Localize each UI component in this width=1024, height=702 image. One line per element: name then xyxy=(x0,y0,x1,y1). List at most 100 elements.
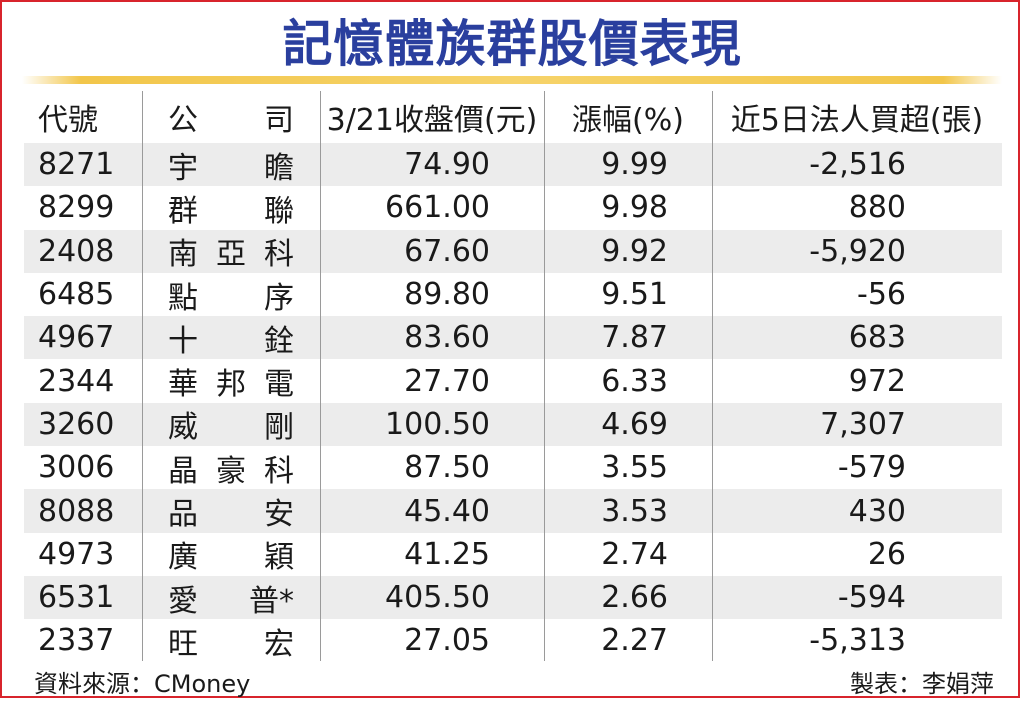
company-name-char: 群 xyxy=(168,193,198,229)
table-row: 8088 品安 45.40 3.53 430 xyxy=(24,489,1002,533)
close-price: 74.90 xyxy=(404,147,490,183)
company-name-char: 愛 xyxy=(168,583,198,619)
company-name-char: 邦 xyxy=(216,367,246,403)
company-name-char: 剛 xyxy=(264,410,294,446)
company-name: 愛 普* xyxy=(142,576,320,619)
company-name: 群聯 xyxy=(142,186,320,229)
close-price: 89.80 xyxy=(404,277,490,313)
close-price: 87.50 xyxy=(404,450,490,486)
change-percent: 3.53 xyxy=(601,493,668,529)
close-price: 67.60 xyxy=(404,233,490,269)
stock-code: 3006 xyxy=(38,450,115,486)
company-name-char: 科 xyxy=(264,237,294,273)
change-percent: 9.98 xyxy=(601,190,668,226)
change-percent: 3.55 xyxy=(601,450,668,486)
table-row: 4967 十銓 83.60 7.87 683 xyxy=(24,316,1002,360)
header-code: 代號 xyxy=(38,103,98,138)
table-row: 8271 宇瞻 74.90 9.99 -2,516 xyxy=(24,143,1002,187)
close-price: 27.05 xyxy=(404,623,490,659)
company-name-char: 安 xyxy=(264,497,294,533)
stock-code: 8299 xyxy=(38,190,115,226)
company-name: 華邦電 xyxy=(142,359,320,402)
change-percent: 7.87 xyxy=(601,320,668,356)
company-name-char: 豪 xyxy=(216,453,246,489)
company-name: 威剛 xyxy=(142,403,320,446)
company-name-char: 旺 xyxy=(168,626,198,662)
company-name-char: 十 xyxy=(168,323,198,359)
net-buy: 26 xyxy=(867,536,906,572)
header-company: 公 司 xyxy=(142,91,320,143)
net-buy: 683 xyxy=(848,320,906,356)
table-row: 2337 旺宏 27.05 2.27 -5,313 xyxy=(24,619,1002,662)
close-price: 405.50 xyxy=(385,580,490,616)
stock-code: 8271 xyxy=(38,147,115,183)
net-buy: -5,920 xyxy=(809,233,906,269)
net-buy: -579 xyxy=(837,450,906,486)
header-company-b: 司 xyxy=(264,103,294,138)
header-price: 3/21收盤價(元) xyxy=(326,103,538,138)
author-note: 製表：李娟萍 xyxy=(850,670,994,698)
change-percent: 2.27 xyxy=(601,623,668,659)
table-header: 代號 公 司 3/21收盤價(元) 漲幅(%) 近5日法人買超(張) xyxy=(24,91,1002,143)
company-name: 晶豪科 xyxy=(142,446,320,489)
company-name-char: 點 xyxy=(168,280,198,316)
table-row: 2344 華邦電 27.70 6.33 972 xyxy=(24,359,1002,403)
table-row: 3260 威剛 100.50 4.69 7,307 xyxy=(24,402,1002,447)
company-name-char: 聯 xyxy=(264,193,294,229)
net-buy: -594 xyxy=(837,580,906,616)
net-buy: 972 xyxy=(848,363,906,399)
close-price: 661.00 xyxy=(385,190,490,226)
company-name-char: 瞻 xyxy=(264,150,294,186)
company-name: 旺宏 xyxy=(142,619,320,662)
column-divider xyxy=(320,91,321,661)
table-row: 6485 點序 89.80 9.51 -56 xyxy=(24,273,1002,316)
company-name-char: 宇 xyxy=(168,150,198,186)
company-name: 廣穎 xyxy=(142,533,320,576)
stock-code: 2344 xyxy=(38,363,115,399)
company-name-char: 華 xyxy=(168,367,198,403)
company-name: 品安 xyxy=(142,489,320,532)
table-row: 3006 晶豪科 87.50 3.55 -579 xyxy=(24,446,1002,489)
close-price: 41.25 xyxy=(404,536,490,572)
change-percent: 2.66 xyxy=(601,580,668,616)
table-row: 8299 群聯 661.00 9.98 880 xyxy=(24,186,1002,229)
stock-code: 3260 xyxy=(38,406,115,442)
table-row: 4973 廣穎 41.25 2.74 26 xyxy=(24,533,1002,576)
header-company-a: 公 xyxy=(168,103,198,138)
company-name: 十銓 xyxy=(142,316,320,359)
net-buy: -5,313 xyxy=(809,623,906,659)
change-percent: 9.92 xyxy=(601,233,668,269)
company-name-char: 威 xyxy=(168,410,198,446)
stock-code: 8088 xyxy=(38,493,115,529)
table-row: 2408 南亞科 67.60 9.92 -5,920 xyxy=(24,229,1002,273)
source-note: 資料來源：CMoney xyxy=(34,670,251,698)
net-buy: -56 xyxy=(857,277,906,313)
stock-table: 代號 公 司 3/21收盤價(元) 漲幅(%) 近5日法人買超(張) 8271 宇… xyxy=(24,91,1002,663)
stock-code: 2408 xyxy=(38,233,115,269)
stock-code: 2337 xyxy=(38,623,115,659)
net-buy: 430 xyxy=(848,493,906,529)
company-name-char: 廣 xyxy=(168,540,198,576)
table-body: 8271 宇瞻 74.90 9.99 -2,516 8299 群聯 661.00 9.98 880… xyxy=(24,143,1002,663)
column-divider xyxy=(712,91,713,661)
header-change: 漲幅(%) xyxy=(572,103,684,138)
chart-title: 記憶體族群股價表現 xyxy=(282,15,742,73)
change-percent: 9.99 xyxy=(601,147,668,183)
net-buy: 880 xyxy=(848,190,906,226)
column-divider xyxy=(544,91,545,661)
company-name: 點序 xyxy=(142,273,320,316)
change-percent: 2.74 xyxy=(601,536,668,572)
change-percent: 4.69 xyxy=(601,406,668,442)
change-percent: 9.51 xyxy=(601,277,668,313)
company-name-char: 普* xyxy=(249,583,294,619)
company-name-char: 晶 xyxy=(168,453,198,489)
company-name-char: 亞 xyxy=(216,237,246,273)
title-underline xyxy=(22,76,1002,84)
footer: 資料來源：CMoney 製表：李娟萍 xyxy=(24,662,1002,698)
company-name: 宇瞻 xyxy=(142,143,320,186)
stock-code: 4967 xyxy=(38,320,115,356)
company-name-char: 序 xyxy=(264,280,294,316)
change-percent: 6.33 xyxy=(601,363,668,399)
close-price: 100.50 xyxy=(385,406,490,442)
